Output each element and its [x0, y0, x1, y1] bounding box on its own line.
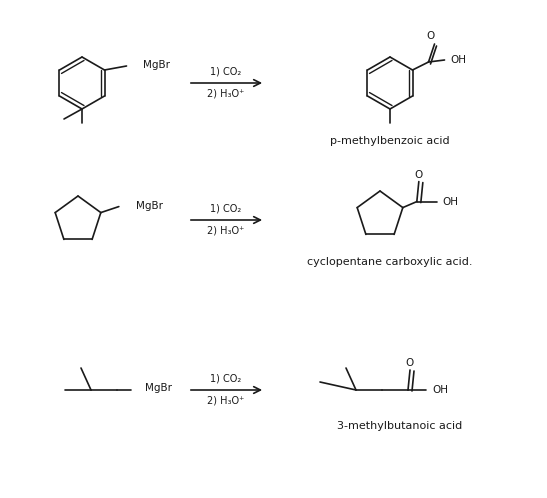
- Text: 1) CO₂: 1) CO₂: [211, 203, 242, 213]
- Text: O: O: [427, 31, 435, 41]
- Text: O: O: [415, 170, 423, 180]
- Text: 2) H₃O⁺: 2) H₃O⁺: [207, 88, 245, 98]
- Text: p-methylbenzoic acid: p-methylbenzoic acid: [330, 136, 450, 146]
- Text: 1) CO₂: 1) CO₂: [211, 66, 242, 76]
- Text: MgBr: MgBr: [143, 60, 170, 70]
- Text: O: O: [406, 358, 414, 368]
- Text: OH: OH: [443, 197, 459, 207]
- Text: 2) H₃O⁺: 2) H₃O⁺: [207, 225, 245, 235]
- Text: 2) H₃O⁺: 2) H₃O⁺: [207, 395, 245, 405]
- Text: OH: OH: [451, 55, 467, 65]
- Text: OH: OH: [432, 385, 448, 395]
- Text: MgBr: MgBr: [145, 383, 172, 393]
- Text: 1) CO₂: 1) CO₂: [211, 373, 242, 383]
- Text: 3-methylbutanoic acid: 3-methylbutanoic acid: [337, 421, 463, 431]
- Text: MgBr: MgBr: [136, 201, 163, 211]
- Text: cyclopentane carboxylic acid.: cyclopentane carboxylic acid.: [307, 257, 473, 267]
